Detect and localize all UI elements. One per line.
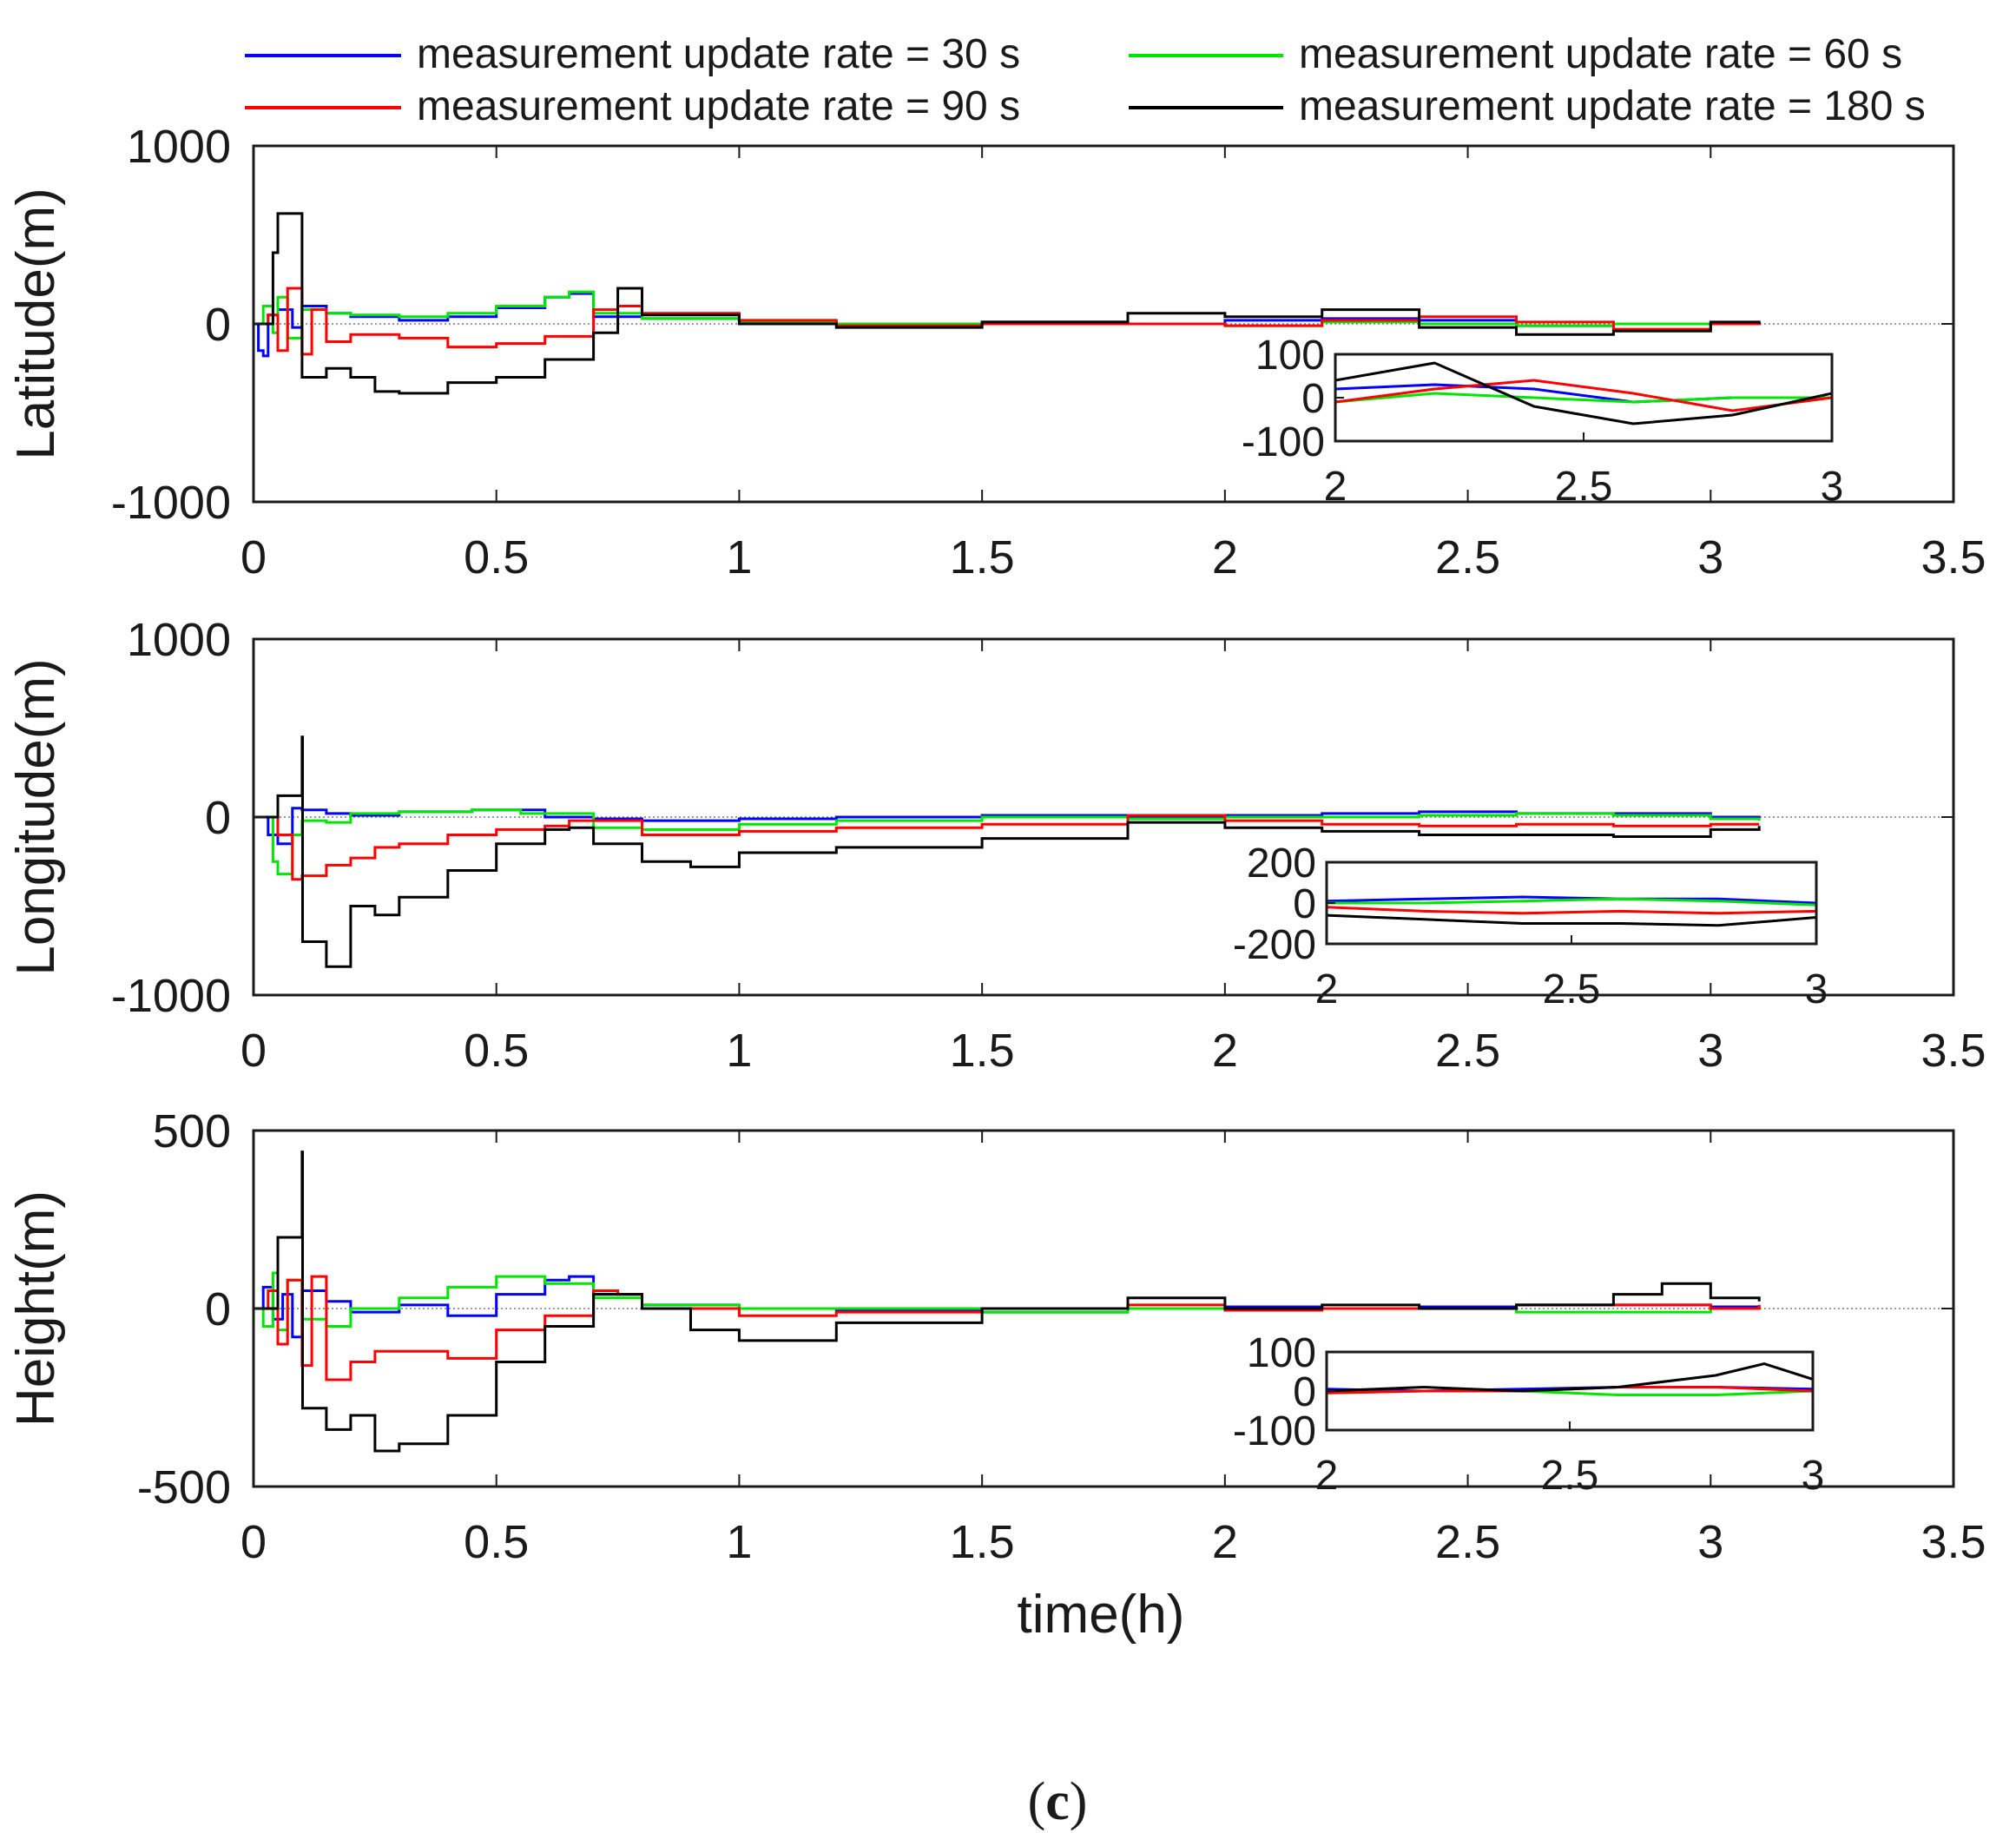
longitude-series-rate_90: [254, 814, 1760, 881]
longitude-inset-ytick-label: 200: [1247, 841, 1316, 887]
longitude-inset-series-group: [1327, 895, 1816, 927]
longitude-ytick-label: 1000: [127, 614, 231, 666]
caption-letter: c: [1045, 1772, 1070, 1831]
latitude-series-group: [254, 212, 1761, 395]
height-xtick-label: 1.5: [950, 1516, 1015, 1568]
height-inset-ytick-label: 100: [1247, 1330, 1316, 1376]
height-xtick-label: 0: [240, 1516, 267, 1568]
height-inset-xtick-label: 3: [1802, 1453, 1825, 1499]
height-inset-series-rate_180: [1327, 1362, 1813, 1393]
latitude-ylabel: Latitude(m): [6, 188, 66, 460]
longitude-series-rate_180: [254, 735, 1761, 968]
figure-caption: (c): [1028, 1772, 1088, 1831]
longitude-xtick-label: 1: [726, 1025, 752, 1077]
latitude-series-rate_60: [254, 290, 1761, 340]
longitude-inset-xtick-label: 2.5: [1543, 966, 1601, 1012]
height-series-rate_60: [254, 1271, 1761, 1332]
longitude-ytick-label: 0: [205, 792, 231, 844]
height-inset-series-group: [1327, 1362, 1813, 1396]
latitude-xtick-label: 2: [1212, 531, 1238, 584]
longitude-inset-series-rate_180: [1327, 913, 1816, 927]
longitude-xtick-label: 1.5: [950, 1025, 1015, 1077]
height-inset-xtick-label: 2.5: [1541, 1453, 1599, 1499]
x-axis-label: time(h): [1018, 1585, 1185, 1645]
longitude-xtick-label: 3: [1697, 1025, 1723, 1077]
legend-label-rate_30: measurement update rate = 30 s: [417, 31, 1020, 77]
height-ylabel: Height(m): [6, 1190, 66, 1427]
latitude-inset-xtick-label: 2: [1324, 464, 1347, 510]
latitude-xtick-label: 1.5: [950, 531, 1015, 584]
caption-open: (: [1028, 1772, 1046, 1831]
height-series-rate_30: [254, 1275, 1761, 1339]
longitude-series-group: [254, 735, 1761, 968]
latitude-series-rate_180: [254, 212, 1761, 395]
latitude-ytick-label: 1000: [127, 121, 231, 173]
longitude-inset-series-rate_30: [1327, 895, 1816, 905]
longitude-xtick-label: 0: [240, 1025, 267, 1077]
latitude-inset-ytick-label: 0: [1301, 376, 1325, 422]
latitude-inset-series-group: [1335, 361, 1832, 425]
longitude-xtick-label: 2.5: [1435, 1025, 1500, 1077]
latitude-ytick-label: -1000: [111, 477, 231, 529]
height-xtick-label: 3: [1697, 1516, 1723, 1568]
longitude-inset-ytick-label: 0: [1293, 881, 1316, 927]
height-series-group: [254, 1151, 1761, 1453]
longitude-inset-series-rate_90: [1327, 906, 1816, 915]
height-ytick-label: 0: [205, 1283, 231, 1335]
height-series-rate_180: [254, 1151, 1761, 1453]
latitude-inset-series-rate_180: [1335, 361, 1832, 425]
height-xtick-label: 0.5: [464, 1516, 529, 1568]
caption-close: ): [1070, 1772, 1088, 1831]
height-xtick-label: 3.5: [1920, 1516, 1986, 1568]
latitude-inset-xtick-label: 3: [1821, 464, 1844, 510]
longitude-ytick-label: -1000: [111, 970, 231, 1022]
longitude-xtick-label: 3.5: [1920, 1025, 1986, 1077]
height-xtick-label: 1: [726, 1516, 752, 1568]
longitude-inset-series-rate_60: [1327, 897, 1816, 907]
height-inset-xtick-label: 2: [1315, 1453, 1339, 1499]
longitude-inset-xtick-label: 2: [1315, 966, 1339, 1012]
height-xtick-label: 2.5: [1435, 1516, 1500, 1568]
longitude-ylabel: Longitude(m): [6, 658, 66, 975]
latitude-xtick-label: 1: [726, 531, 752, 584]
latitude-xtick-label: 3.5: [1920, 531, 1986, 584]
latitude-xtick-label: 0.5: [464, 531, 529, 584]
latitude-xtick-label: 3: [1697, 531, 1723, 584]
longitude-inset-ytick-label: -200: [1233, 922, 1316, 968]
height-inset-ytick-label: 0: [1293, 1369, 1316, 1415]
latitude-xtick-label: 0: [240, 531, 267, 584]
legend: measurement update rate = 30 s measuremen…: [245, 31, 1926, 129]
longitude-xtick-label: 2: [1212, 1025, 1238, 1077]
height-ytick-label: 500: [153, 1105, 231, 1157]
legend-label-rate_180: measurement update rate = 180 s: [1299, 83, 1926, 129]
legend-label-rate_90: measurement update rate = 90 s: [417, 83, 1020, 129]
longitude-xtick-label: 0.5: [464, 1025, 529, 1077]
height-ytick-label: -500: [137, 1461, 231, 1513]
latitude-ytick-label: 0: [205, 299, 231, 351]
legend-label-rate_60: measurement update rate = 60 s: [1299, 31, 1902, 77]
latitude-inset-xtick-label: 2.5: [1555, 464, 1613, 510]
height-xtick-label: 2: [1212, 1516, 1238, 1568]
latitude-inset-ytick-label: -100: [1242, 419, 1325, 465]
height-inset-ytick-label: -100: [1233, 1408, 1316, 1454]
latitude-inset-series-rate_90: [1335, 379, 1832, 412]
latitude-inset-ytick-label: 100: [1255, 333, 1325, 379]
longitude-inset-xtick-label: 3: [1805, 966, 1828, 1012]
latitude-xtick-label: 2.5: [1435, 531, 1500, 584]
